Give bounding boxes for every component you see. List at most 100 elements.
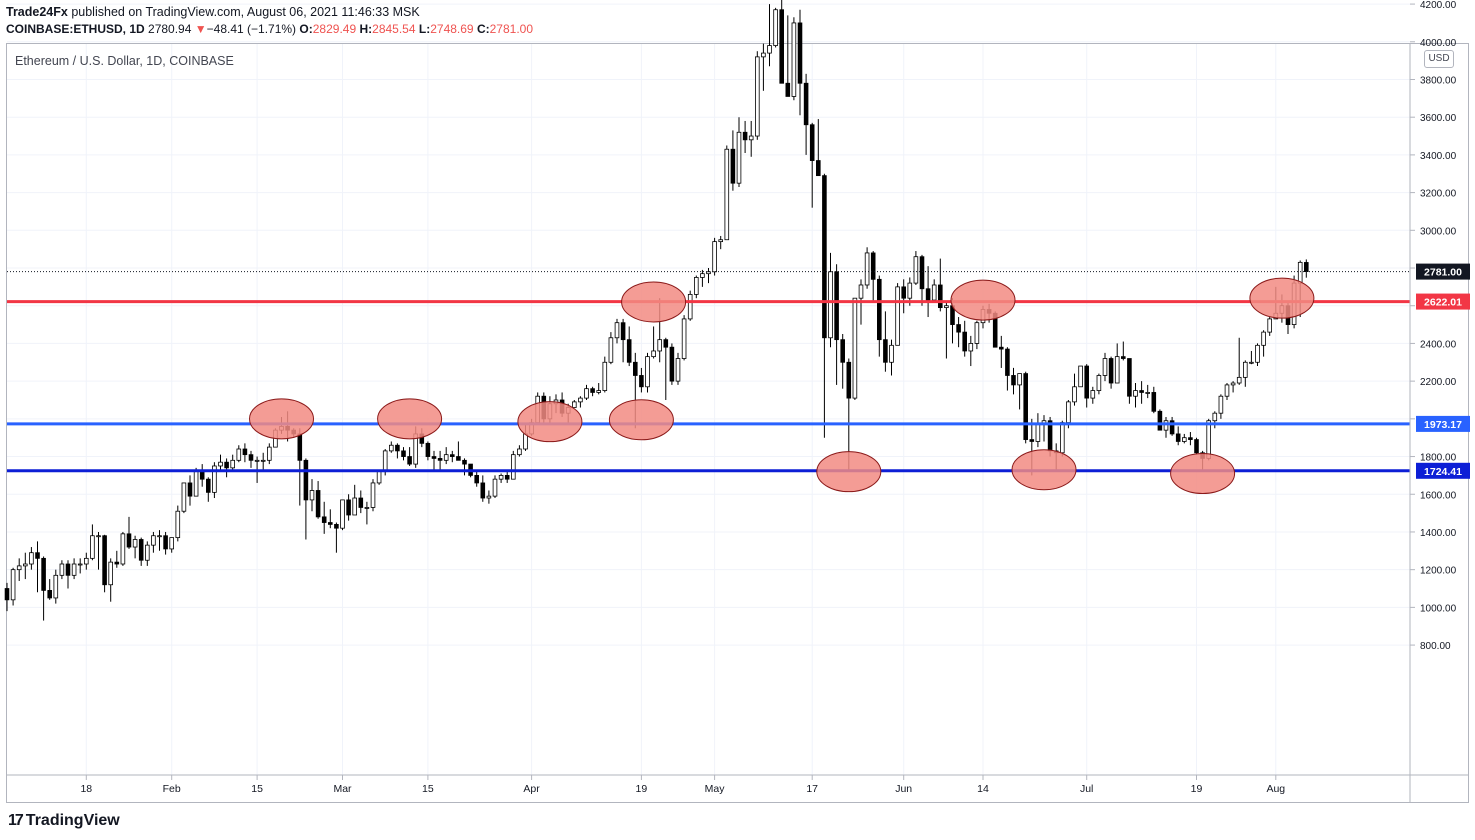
candle-body bbox=[1127, 358, 1132, 397]
y-tick-label: 1400.00 bbox=[1420, 528, 1457, 539]
x-tick-label: 15 bbox=[422, 783, 434, 795]
candle-body bbox=[620, 322, 626, 341]
candle-body bbox=[1108, 358, 1114, 384]
open-value: 2829.49 bbox=[312, 22, 357, 36]
candle-body bbox=[773, 9, 778, 46]
candle-body bbox=[395, 444, 400, 452]
candle-body bbox=[352, 497, 357, 516]
candle-body bbox=[1139, 390, 1144, 393]
candle-body bbox=[309, 490, 315, 501]
price-tag-label: 1724.41 bbox=[1424, 466, 1462, 478]
x-tick-label: Apr bbox=[523, 783, 540, 795]
candle-body bbox=[761, 52, 766, 58]
candle-body bbox=[187, 482, 193, 497]
candle-body bbox=[852, 297, 858, 399]
candle-body bbox=[114, 561, 120, 565]
candle-body bbox=[846, 361, 852, 399]
high-value: 2845.54 bbox=[372, 22, 416, 36]
candle-body bbox=[443, 454, 449, 461]
candle-body bbox=[1267, 318, 1272, 333]
candle-body bbox=[1175, 433, 1181, 442]
candle-body bbox=[1297, 261, 1303, 284]
candle-body bbox=[84, 557, 89, 565]
candle-body bbox=[212, 465, 217, 493]
candle-body bbox=[608, 337, 614, 363]
candle-body bbox=[358, 497, 364, 508]
y-tick-label: 3400.00 bbox=[1420, 151, 1457, 162]
close-label: C: bbox=[476, 22, 490, 36]
candle-body bbox=[944, 305, 949, 309]
x-tick-label: 19 bbox=[636, 783, 648, 795]
currency-button[interactable]: USD bbox=[1424, 50, 1454, 68]
price-tag-label: 2622.01 bbox=[1424, 297, 1462, 309]
publisher-name[interactable]: Trade24Fx bbox=[6, 5, 68, 19]
candle-body bbox=[956, 324, 961, 333]
candle-body bbox=[816, 160, 821, 177]
candle-body bbox=[669, 346, 675, 382]
y-tick-label: 1200.00 bbox=[1420, 566, 1457, 577]
candle-body bbox=[523, 433, 528, 450]
candle-body bbox=[681, 318, 687, 359]
highlight-circle bbox=[950, 279, 1016, 321]
candle-body bbox=[1163, 420, 1169, 431]
publication-info: Trade24Fx published on TradingView.com, … bbox=[6, 5, 420, 19]
candle-body bbox=[163, 535, 168, 550]
price-tag bbox=[1416, 293, 1470, 310]
candle-body bbox=[1169, 420, 1175, 435]
candle-body bbox=[938, 284, 943, 309]
candle-body bbox=[730, 148, 736, 184]
candle-body bbox=[1230, 382, 1236, 386]
candle-body bbox=[389, 444, 394, 452]
candle-body bbox=[1236, 376, 1242, 384]
candle-body bbox=[1157, 410, 1163, 431]
candle-body bbox=[809, 124, 815, 161]
candle-body bbox=[1121, 356, 1126, 359]
candle-body bbox=[16, 565, 22, 571]
candle-body bbox=[199, 471, 205, 480]
candle-body bbox=[450, 454, 455, 457]
candle-body bbox=[626, 339, 632, 363]
candle-body bbox=[1011, 375, 1016, 386]
y-tick-label: 3000.00 bbox=[1420, 226, 1457, 237]
candle-body bbox=[633, 361, 638, 376]
candle-body bbox=[1017, 373, 1022, 386]
candle-body bbox=[840, 339, 845, 363]
candle-body bbox=[931, 284, 937, 301]
candle-body bbox=[877, 278, 882, 341]
candle-body bbox=[694, 277, 699, 295]
candle-body bbox=[1096, 375, 1102, 391]
candle-body bbox=[651, 350, 656, 358]
candle-body bbox=[755, 56, 760, 137]
candle-body bbox=[1035, 424, 1041, 442]
horizontal-lines bbox=[7, 271, 1410, 473]
candle-body bbox=[1029, 439, 1035, 442]
candle-body bbox=[834, 271, 839, 341]
candle-body bbox=[791, 22, 797, 97]
price-axis: 800.00 1000.00 1200.00 1400.00 1600.00 1800.0… bbox=[1409, 0, 1457, 802]
candle-body bbox=[41, 557, 46, 591]
candle-body bbox=[578, 397, 583, 403]
candle-body bbox=[779, 9, 784, 84]
candle-body bbox=[340, 499, 345, 529]
candle-body bbox=[602, 361, 608, 391]
candle-body bbox=[77, 563, 83, 566]
tradingview-footer[interactable]: 17 TradingView bbox=[8, 812, 120, 830]
candle-body bbox=[1188, 437, 1193, 440]
candle-body bbox=[236, 448, 242, 461]
candle-body bbox=[169, 537, 174, 550]
candle-body bbox=[645, 356, 650, 388]
candle-body bbox=[193, 471, 199, 497]
highlight-circle bbox=[1011, 449, 1077, 491]
y-tick-label: 4200.00 bbox=[1420, 0, 1457, 11]
tradingview-logo-icon: 17 bbox=[8, 812, 24, 829]
candle-body bbox=[376, 471, 382, 484]
candle-body bbox=[675, 358, 681, 382]
x-tick-label: 18 bbox=[80, 783, 92, 795]
candle-body bbox=[59, 563, 65, 576]
candle-body bbox=[218, 461, 223, 467]
candle-body bbox=[657, 339, 662, 352]
candle-body bbox=[1194, 439, 1199, 454]
y-tick-label: 3800.00 bbox=[1420, 75, 1457, 86]
candle-body bbox=[248, 454, 254, 461]
